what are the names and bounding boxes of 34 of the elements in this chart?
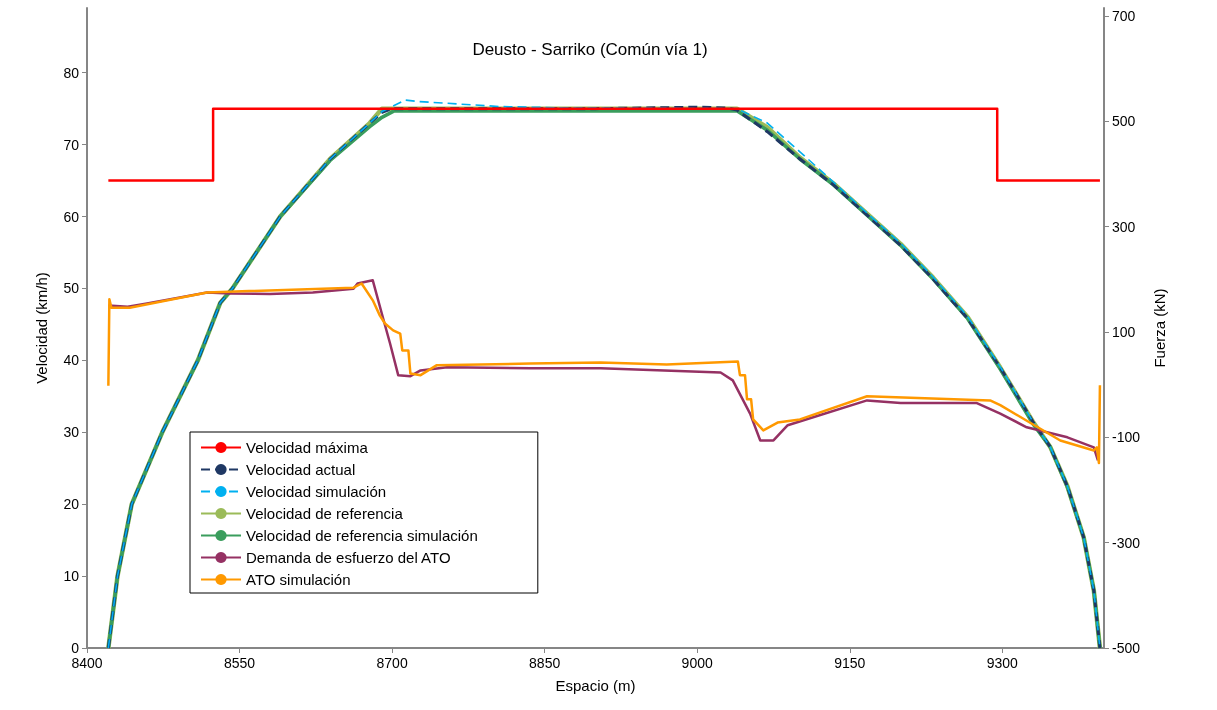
x-tick-label: 9000 <box>681 655 713 671</box>
legend-label: Demanda de esfuerzo del ATO <box>246 549 451 566</box>
x-tick-label: 8850 <box>529 655 561 671</box>
y-tick-label: 40 <box>63 352 80 369</box>
y-axis-title: Velocidad (km/h) <box>33 272 50 384</box>
y-tick-label: 0 <box>71 640 80 656</box>
y2-tick-label: 300 <box>1112 218 1136 235</box>
x-tick-label: 8550 <box>223 655 256 671</box>
legend-label: Velocidad máxima <box>246 439 369 456</box>
y2-tick-label: -500 <box>1112 640 1141 656</box>
y2-tick-label: -300 <box>1112 534 1141 551</box>
legend-label: ATO simulación <box>246 571 351 588</box>
x-tick-label: 8400 <box>71 655 103 671</box>
legend-label: Velocidad simulación <box>246 483 387 500</box>
y2-axis-title: Fuerza (kN) <box>1151 288 1168 368</box>
y-tick-label: 50 <box>63 280 80 297</box>
legend-label: Velocidad actual <box>246 461 356 478</box>
y-tick-label: 20 <box>63 496 80 513</box>
y-tick-label: 10 <box>63 568 80 585</box>
y2-tick-label: 100 <box>1112 323 1136 340</box>
x-tick-label: 9150 <box>834 655 866 671</box>
x-tick-label: 8700 <box>376 655 408 671</box>
text: Deusto - Sarriko (Común vía 1) <box>472 40 708 59</box>
x-tick-label: 9300 <box>986 655 1019 671</box>
y2-tick-label: 500 <box>1112 113 1136 130</box>
y2-tick-label: -100 <box>1112 429 1141 446</box>
y2-tick-label: 700 <box>1112 7 1136 24</box>
legend-label: Velocidad de referencia simulación <box>246 527 478 544</box>
y-tick-label: 70 <box>63 136 80 153</box>
y-tick-label: 80 <box>63 64 80 81</box>
y-tick-label: 60 <box>63 208 80 225</box>
x-axis-title: Espacio (m) <box>555 677 636 694</box>
y-tick-label: 30 <box>63 424 80 441</box>
legend-label: Velocidad de referencia <box>246 505 404 522</box>
